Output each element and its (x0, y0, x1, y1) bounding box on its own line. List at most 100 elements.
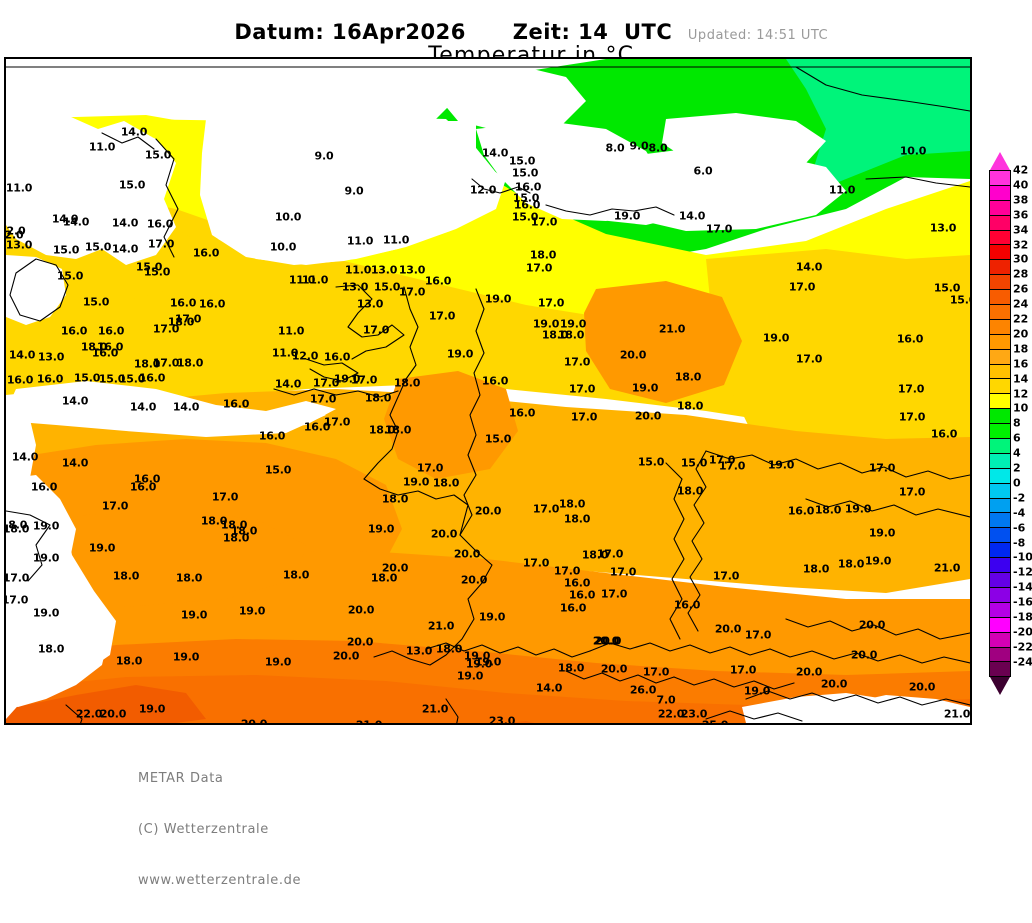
station-temperature-label: 14.0 (11, 450, 39, 464)
station-temperature-label: 20.0 (347, 603, 375, 617)
legend-cell[interactable] (990, 409, 1010, 425)
map-svg (6, 59, 970, 723)
station-temperature-label: 15.0 (84, 240, 112, 254)
station-temperature-label: 14.0 (274, 377, 302, 391)
station-temperature-label: 16.0 (568, 588, 596, 602)
legend-cell[interactable] (990, 617, 1010, 633)
station-temperature-label: 19.0 (559, 317, 587, 331)
station-temperature-label: 18.0 (581, 548, 609, 562)
station-temperature-label: 15.0 (82, 295, 110, 309)
legend-cell[interactable] (990, 171, 1010, 186)
station-temperature-label: 15.0 (98, 372, 126, 386)
station-temperature-label: 16.0 (896, 332, 924, 346)
legend-cell[interactable] (990, 543, 1010, 559)
station-temperature-label: 20.0 (453, 547, 481, 561)
legend-cell[interactable] (990, 468, 1010, 484)
legend-cell[interactable] (990, 230, 1010, 246)
station-temperature-label: 19.0 (743, 684, 771, 698)
color-scale-legend[interactable]: 42 40 38 36 34 32 30 28 26 24 22 20 18 16 14 12 10 8 6 4 2 0-… (988, 150, 1032, 695)
station-temperature-label: 14.0 (172, 400, 200, 414)
legend-cell[interactable] (990, 319, 1010, 335)
legend-tick-label: 18 (1013, 342, 1029, 356)
legend-cell[interactable] (990, 498, 1010, 514)
legend-cell[interactable] (990, 200, 1010, 216)
station-temperature-label: 18.0 (176, 356, 204, 370)
legend-tick-label: -16 (1013, 595, 1032, 609)
legend-cell[interactable] (990, 513, 1010, 529)
station-temperature-label: 18.0 (370, 571, 398, 585)
station-temperature-label: 15.0 (512, 191, 540, 205)
legend-cell[interactable] (990, 439, 1010, 454)
legend-cell[interactable] (990, 558, 1010, 574)
station-temperature-label: 18.0 (557, 661, 585, 675)
legend-tick-label: 34 (1013, 223, 1029, 237)
station-temperature-label: 12.0 (469, 183, 497, 197)
station-temperature-label: 17.0 (147, 237, 175, 251)
station-temperature-label: 20.0 (430, 527, 458, 541)
legend-tick-label: -22 (1013, 640, 1032, 654)
legend-color-bar[interactable] (989, 170, 1011, 678)
station-temperature-label: 17.0 (211, 490, 239, 504)
legend-cell[interactable] (990, 364, 1010, 380)
station-temperature-label: 15.0 (52, 243, 80, 257)
station-temperature-label: 17.0 (729, 663, 757, 677)
legend-cell[interactable] (990, 453, 1010, 469)
station-temperature-label: 8.0 (605, 141, 625, 155)
station-temperature-label: 19.0 (180, 608, 208, 622)
legend-cell[interactable] (990, 245, 1010, 261)
station-temperature-label: 11.0 (277, 324, 305, 338)
station-temperature-label: 18.0 (381, 492, 409, 506)
legend-cell[interactable] (990, 260, 1010, 276)
map-frame[interactable]: 14.0 11.0 15.0 9.0 14.0 15.0 15.0 8.0 9.0 8.0 10.0… (4, 57, 972, 725)
legend-cell[interactable] (990, 528, 1010, 544)
legend-cell[interactable] (990, 483, 1010, 499)
legend-tick-label: -14 (1013, 580, 1032, 594)
legend-tick-label: -18 (1013, 610, 1032, 624)
station-temperature-label: 17.0 (537, 296, 565, 310)
station-temperature-label: 18.0 (432, 476, 460, 490)
station-temperature-label: 19.0 (456, 669, 484, 683)
weather-map-page: Datum: 16Apr2026 Zeit: 14 UTC Updated: 1… (4, 20, 1032, 888)
legend-tick-label: -6 (1013, 521, 1026, 535)
station-temperature-label: 16.0 (36, 372, 64, 386)
station-temperature-label: 17.0 (563, 355, 591, 369)
legend-cell[interactable] (990, 394, 1010, 410)
legend-cell[interactable] (990, 662, 1010, 678)
legend-cell[interactable] (990, 334, 1010, 350)
station-temperature-label: 18.0 (393, 376, 421, 390)
legend-cell[interactable] (990, 602, 1010, 618)
station-temperature-label: 10.0 (269, 240, 297, 254)
legend-cell[interactable] (990, 275, 1010, 291)
station-temperature-label: 15.0 (118, 178, 146, 192)
station-temperature-label: 11.0 (5, 181, 33, 195)
station-temperature-label: 17.0 (609, 565, 637, 579)
legend-tick-label: -8 (1013, 536, 1026, 549)
station-temperature-label: 17.0 (570, 410, 598, 424)
legend-cell[interactable] (990, 424, 1010, 440)
legend-cell[interactable] (990, 290, 1010, 306)
station-temperature-label: 20.0 (474, 504, 502, 518)
legend-cell[interactable] (990, 632, 1010, 648)
legend-cell[interactable] (990, 305, 1010, 320)
station-temperature-label: 16.0 (91, 346, 119, 360)
station-temperature-label: 15.0 (680, 456, 708, 470)
station-temperature-label: 19.0 (767, 458, 795, 472)
legend-cell[interactable] (990, 215, 1010, 231)
station-temperature-label: 23.0 (680, 707, 708, 721)
station-temperature-label: 19.0 (32, 606, 60, 620)
legend-cell[interactable] (990, 573, 1010, 588)
station-temperature-label: 13.0 (370, 263, 398, 277)
station-temperature-label: 21.0 (355, 718, 383, 725)
station-temperature-label: 17.0 (898, 410, 926, 424)
station-temperature-label: 14.0 (8, 348, 36, 362)
station-temperature-label: 18.0 (529, 248, 557, 262)
legend-tick-label: 2 (1013, 461, 1021, 475)
legend-cell[interactable] (990, 647, 1010, 663)
station-temperature-label: 16.0 (222, 397, 250, 411)
legend-cell[interactable] (990, 185, 1010, 201)
legend-tick-label: 40 (1013, 178, 1029, 192)
legend-cell[interactable] (990, 587, 1010, 603)
legend-cell[interactable] (990, 379, 1010, 395)
legend-cell[interactable] (990, 349, 1010, 365)
temperature-contour-map[interactable]: 14.0 11.0 15.0 9.0 14.0 15.0 15.0 8.0 9.0 8.0 10.0… (6, 59, 970, 723)
